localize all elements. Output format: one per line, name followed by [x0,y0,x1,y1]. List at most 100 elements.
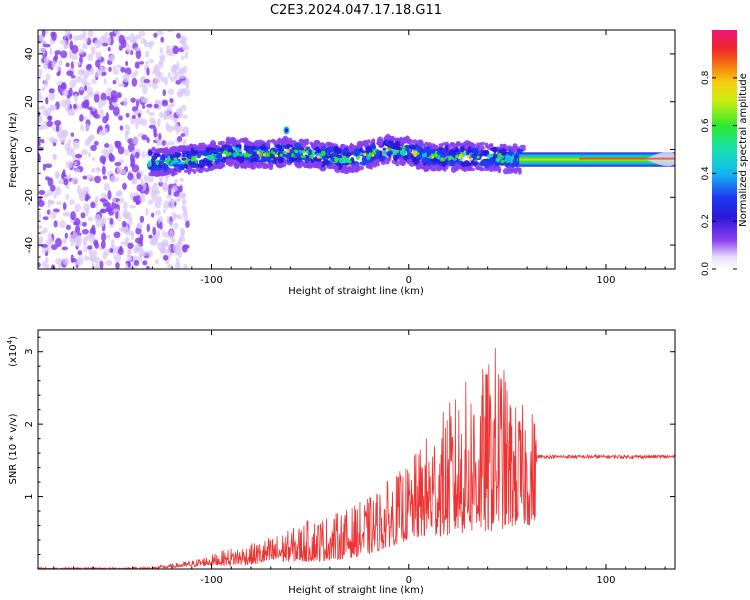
noise-blob [147,81,152,87]
snr-frame [37,329,676,570]
noise-blob [178,67,185,76]
noise-blob [127,172,134,181]
noise-blob [125,43,131,53]
noise-blob [60,50,68,59]
noise-blob [167,88,175,96]
ridge-blob [310,142,317,149]
noise-blob [158,133,162,140]
ridge-peak [305,150,309,154]
snr-axes: -100 0 100 1 2 3 [24,330,675,586]
noise-blob [99,155,107,164]
noise-blob [84,139,91,147]
noise-blob [161,140,167,146]
noise-blob [83,246,88,253]
ridge-blob [379,156,385,162]
noise-blob [87,136,93,142]
ridge-blob [153,170,161,177]
ridge-blob [488,144,494,148]
colorbar-gradient [712,30,737,269]
noise-blob [102,42,109,47]
noise-blob [148,112,156,116]
ridge-blob [470,167,475,172]
noise-blob [66,70,74,76]
noise-blob [178,75,185,79]
ridge-blob [303,138,308,146]
noise-blob [40,105,46,110]
noise-blob [151,185,159,194]
noise-blob [180,133,186,137]
ridge-blob [167,155,171,162]
noise-blob [143,174,148,183]
ridge-blob [353,151,360,157]
ridge-blob [489,147,497,152]
noise-blob [43,43,51,48]
ridge-blob [304,155,310,159]
noise-blob [38,68,43,77]
noise-blob [38,138,42,144]
noise-blob [47,115,53,121]
noise-blob [134,61,140,69]
noise-blob [127,260,131,268]
ridge-blob [228,144,233,149]
ridge-blob [243,159,251,167]
noise-blob [151,80,159,90]
noise-blob [50,264,56,269]
noise-blob [104,248,110,256]
noise-blob [90,46,96,53]
ridge-blob [247,147,254,155]
ridge-blob [447,159,455,167]
ridge-blob [311,149,315,155]
noise-blob [136,184,144,192]
noise-blob [160,36,164,43]
noise-blob [105,259,113,266]
noise-blob [169,229,174,237]
noise-blob [146,108,150,114]
ridge-blob [519,144,526,148]
noise-blob [70,210,76,221]
noise-blob [86,86,93,96]
noise-blob [53,220,58,228]
ridge-blob [163,163,168,170]
ridge-blob [436,149,441,156]
noise-blob [110,175,117,183]
noise-blob [175,80,182,85]
noise-blob [152,119,157,126]
noise-blob [108,152,114,162]
noise-blob [74,203,82,212]
x-tick-label: 100 [596,575,615,586]
x-tick-label: -100 [200,575,223,586]
noise-blob [117,146,125,155]
noise-blob [153,103,159,109]
noise-blob [178,107,182,114]
ridge-peak [283,150,287,154]
noise-blob [111,239,115,249]
ridge-blob [225,159,229,166]
noise-blob [98,129,105,136]
noise-blob [65,160,73,169]
ridge-blob [494,165,501,170]
ridge-blob [248,141,255,146]
ridge-blob [244,145,249,149]
noise-blob [51,31,57,42]
noise-blob [152,226,157,236]
noise-blob [149,238,156,246]
ridge-blob [184,148,191,152]
noise-blob [66,98,71,108]
noise-blob [162,254,169,261]
noise-blob [167,113,174,120]
ridge-blob [313,161,320,169]
noise-blob [115,64,122,69]
ridge-blob [190,144,198,148]
noise-blob [99,260,104,269]
ridge-blob [217,157,221,164]
noise-blob [95,59,101,68]
noise-blob [87,216,94,222]
ridge-blob [209,147,216,151]
ridge-blob [329,164,335,168]
noise-blob [109,217,114,225]
noise-blob [166,215,170,224]
noise-blob [63,178,69,186]
ridge-peak [466,154,471,159]
noise-blob [179,177,184,183]
noise-blob [84,85,88,92]
